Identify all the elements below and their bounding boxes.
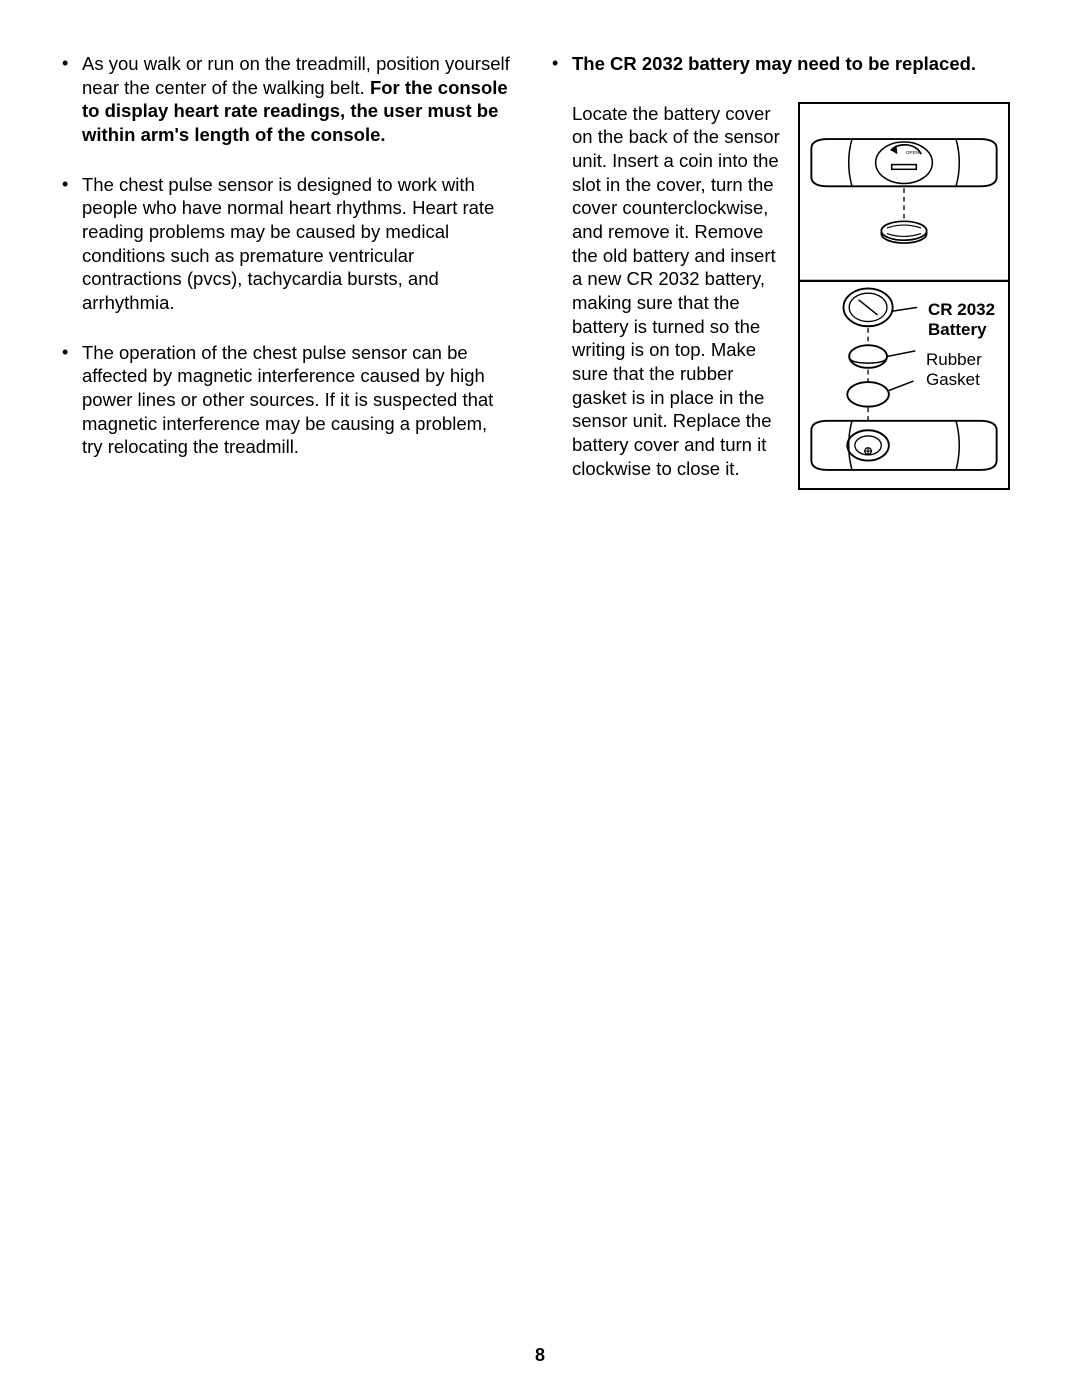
text-figure-row: Locate the battery cover on the back of …: [540, 102, 1010, 490]
battery-diagram-svg: OPEN: [800, 104, 1008, 488]
bullet-item: The CR 2032 battery may need to be repla…: [540, 52, 1010, 76]
battery-cover-icon: [843, 288, 892, 326]
bullet-item: The chest pulse sensor is designed to wo…: [50, 173, 510, 315]
battery-icon: [849, 345, 887, 368]
battery-label-2: Battery: [928, 320, 987, 340]
bullet-text: The chest pulse sensor is designed to wo…: [82, 174, 494, 313]
sensor-unit-icon: [811, 420, 996, 469]
manual-page: As you walk or run on the treadmill, pos…: [0, 0, 1080, 490]
gasket-label-1: Rubber: [926, 350, 982, 370]
gasket-icon: [847, 382, 889, 407]
bullet-heading-bold: The CR 2032 battery may need to be repla…: [572, 53, 976, 74]
right-column: The CR 2032 battery may need to be repla…: [540, 52, 1010, 490]
sensor-back-group: OPEN: [811, 139, 996, 186]
gasket-label-2: Gasket: [926, 370, 980, 390]
bullet-list-left: As you walk or run on the treadmill, pos…: [50, 52, 510, 459]
battery-diagram: OPEN: [798, 102, 1010, 490]
battery-instructions: Locate the battery cover on the back of …: [572, 102, 780, 490]
battery-label-1: CR 2032: [928, 300, 995, 320]
bullet-item: As you walk or run on the treadmill, pos…: [50, 52, 510, 147]
bullet-list-right: The CR 2032 battery may need to be repla…: [540, 52, 1010, 76]
two-column-layout: As you walk or run on the treadmill, pos…: [50, 52, 1010, 490]
bullet-text: The operation of the chest pulse sensor …: [82, 342, 493, 458]
coin-icon: [881, 221, 926, 243]
page-number: 8: [0, 1344, 1080, 1367]
bullet-item: The operation of the chest pulse sensor …: [50, 341, 510, 459]
open-label: OPEN: [906, 150, 920, 156]
left-column: As you walk or run on the treadmill, pos…: [50, 52, 510, 490]
